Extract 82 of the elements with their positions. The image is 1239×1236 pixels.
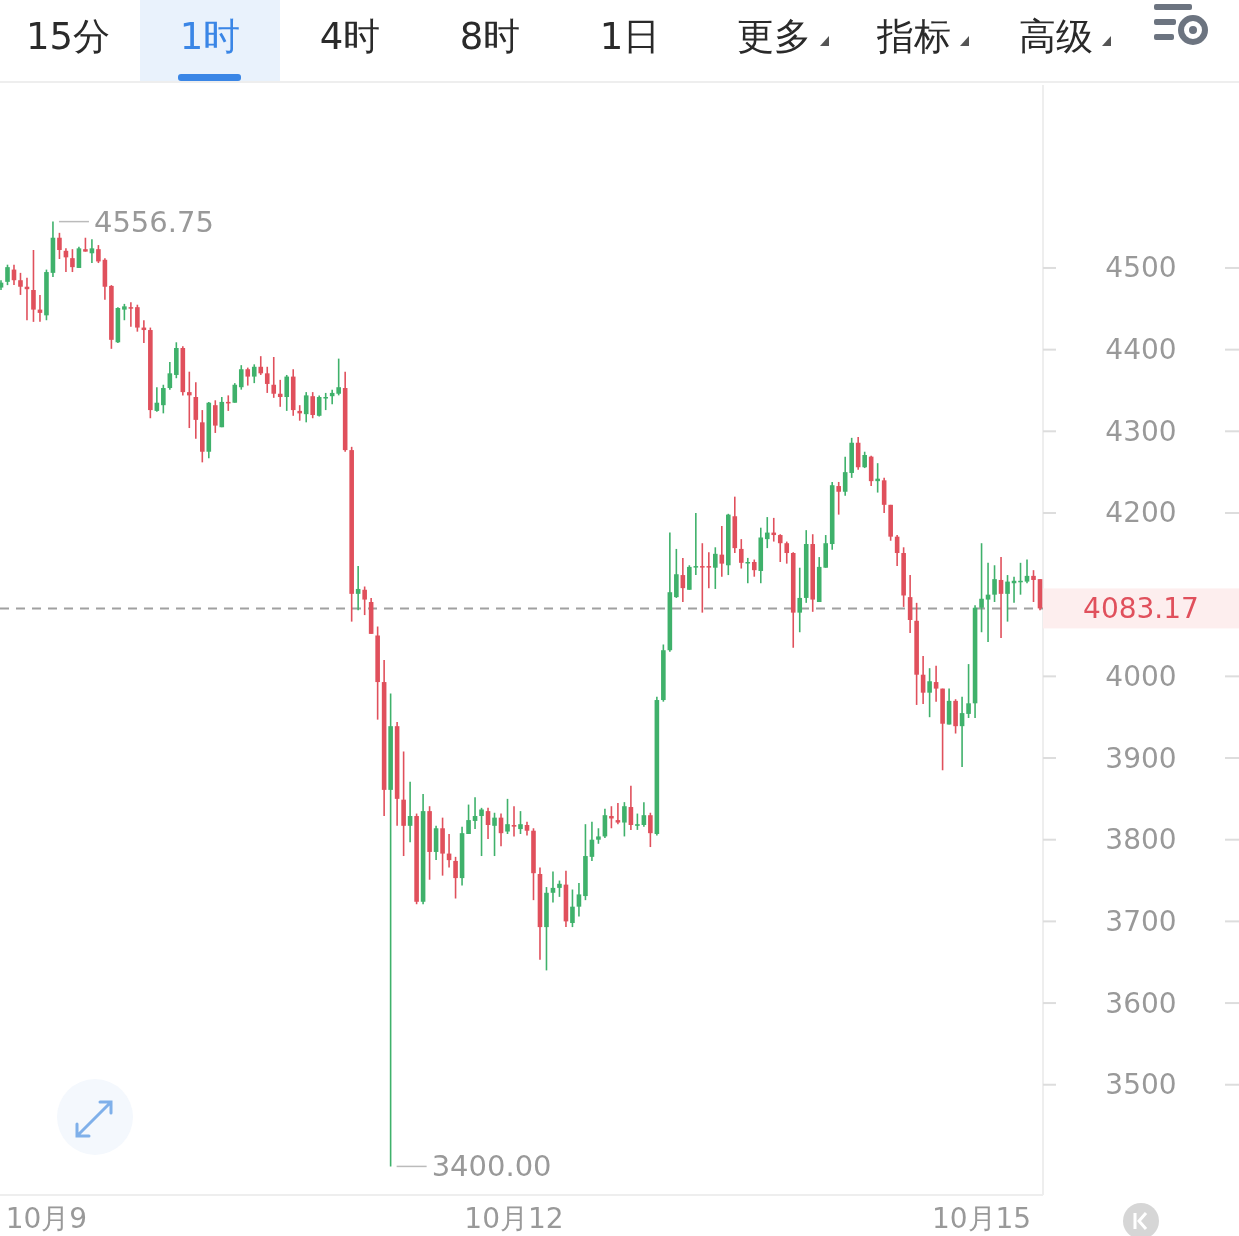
candlestick — [836, 481, 841, 516]
candlestick — [927, 667, 932, 718]
candlestick — [648, 811, 653, 848]
candlestick — [232, 382, 238, 404]
text: 4时 — [319, 14, 381, 58]
x-tick-label: 10月12 — [464, 1201, 564, 1235]
y-tick-label: 4300 — [1105, 414, 1177, 448]
candlestick — [706, 551, 712, 589]
x-tick-label: 10月15 — [931, 1201, 1032, 1235]
y-tick-label: 4200 — [1105, 496, 1177, 530]
candlestick — [784, 540, 790, 565]
y-tick-label: 3600 — [1105, 986, 1177, 1020]
candlestick — [777, 533, 783, 563]
candlestick — [797, 566, 803, 634]
y-tick-label: 3800 — [1105, 823, 1177, 857]
candlestick — [615, 802, 621, 825]
candlestick — [31, 249, 36, 323]
candlestick — [303, 391, 309, 424]
y-tick-label: 3900 — [1105, 741, 1177, 775]
candlestick — [511, 805, 517, 838]
candlestick — [875, 462, 880, 494]
candlestick — [57, 232, 62, 260]
candlestick — [764, 516, 770, 549]
candlestick — [70, 248, 75, 273]
candlestick — [687, 564, 692, 591]
candlestick — [18, 272, 23, 296]
candlestick — [771, 517, 777, 543]
candlestick — [187, 370, 192, 429]
candlestick — [713, 546, 718, 590]
candlestick — [966, 663, 971, 719]
y-tick-label: 4000 — [1105, 659, 1177, 693]
candlestick — [1005, 574, 1010, 623]
candlestick — [336, 357, 341, 397]
candlestick — [212, 399, 218, 434]
candlestick — [1024, 558, 1030, 585]
y-tick-label: 3500 — [1105, 1068, 1177, 1102]
text: 1日 — [599, 14, 661, 58]
candlestick — [505, 798, 510, 835]
annotation: 4556.75 — [93, 204, 214, 239]
candlestick — [362, 585, 367, 616]
candlestick — [466, 803, 471, 835]
candlestick — [277, 379, 283, 408]
candlestick — [1031, 569, 1036, 603]
y-tick-label: 4400 — [1105, 333, 1177, 367]
candlestick — [518, 810, 523, 835]
candlestick — [492, 811, 497, 857]
candlestick — [479, 807, 484, 857]
candlestick — [310, 391, 315, 420]
candlestick — [161, 383, 166, 415]
text: 更多 — [737, 14, 811, 58]
y-tick-label: 3700 — [1105, 904, 1177, 938]
candlestick — [264, 365, 270, 394]
candlestick — [238, 364, 244, 391]
candlestick — [609, 805, 614, 830]
candlestick — [284, 374, 290, 412]
x-tick-label: 10月9 — [5, 1201, 88, 1235]
ref-line-label: 4083.17 — [1083, 591, 1199, 625]
candlestick — [271, 356, 277, 399]
y-tick-label: 4500 — [1105, 251, 1177, 285]
candlestick — [700, 542, 705, 614]
candlestick — [979, 542, 984, 634]
candlestick — [5, 263, 10, 286]
text: 15分 — [25, 14, 111, 58]
candlestick — [693, 512, 699, 576]
candlestick — [251, 363, 257, 384]
candlestick — [128, 301, 134, 328]
text: 高级 — [1019, 14, 1093, 58]
candlestick — [674, 548, 679, 599]
candlestick — [135, 303, 140, 333]
candlestick — [622, 801, 627, 838]
text: 1时 — [179, 14, 241, 58]
text: 8时 — [459, 14, 521, 58]
candlestick — [738, 538, 744, 570]
candlestick — [258, 355, 264, 376]
candlestick — [570, 888, 575, 928]
candlestick — [297, 404, 303, 422]
candlestick — [453, 856, 458, 900]
candlestick — [576, 882, 582, 918]
candlestick — [933, 664, 939, 703]
text: 指标 — [876, 14, 951, 58]
candlestick — [992, 564, 997, 603]
annotation: 3400.00 — [431, 1149, 552, 1184]
